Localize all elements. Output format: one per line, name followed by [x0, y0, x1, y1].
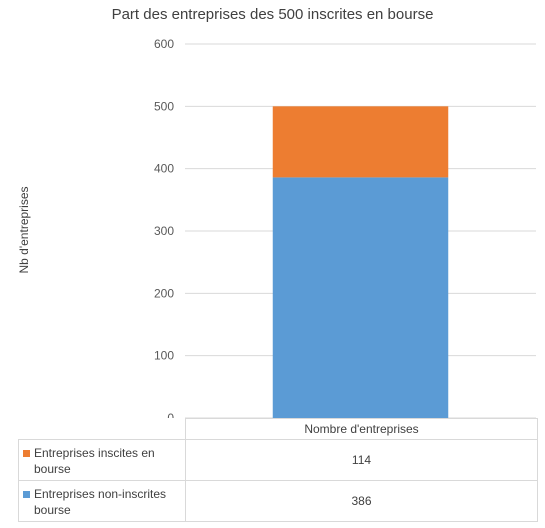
legend-entry: Entreprises non-inscrites bourse: [18, 480, 186, 522]
bar-segment-inscites: [272, 106, 449, 178]
table-row: Entreprises non-inscrites bourse 386: [18, 480, 538, 522]
y-tick-label: 600: [154, 37, 174, 51]
data-label: 114: [185, 439, 538, 481]
chart-title: Part des entreprises des 500 inscrites e…: [111, 6, 434, 23]
legend-label: Entreprises inscites en bourse: [34, 446, 155, 476]
table-row: Entreprises inscites en bourse 114: [18, 439, 538, 481]
data-table: Nombre d'entreprises Entreprises inscite…: [18, 418, 538, 522]
legend-swatch-orange: [23, 450, 30, 457]
y-tick-label: 0: [167, 411, 174, 418]
data-label: 386: [185, 480, 538, 522]
y-tick-label: 300: [154, 224, 174, 238]
bar-segment-non-inscrites: [272, 177, 449, 418]
y-tick-label: 400: [154, 162, 174, 176]
plot-area: 0 100 200 300 400 500 600: [154, 37, 536, 418]
table-corner: [19, 419, 186, 440]
y-tick-label: 200: [154, 286, 174, 300]
legend-label: Entreprises non-inscrites bourse: [34, 487, 167, 517]
legend-swatch-blue: [23, 491, 30, 498]
y-tick-label: 100: [154, 349, 174, 363]
legend-entry: Entreprises inscites en bourse: [18, 439, 186, 481]
y-tick-label: 500: [154, 99, 174, 113]
category-label: Nombre d'entreprises: [185, 418, 538, 440]
